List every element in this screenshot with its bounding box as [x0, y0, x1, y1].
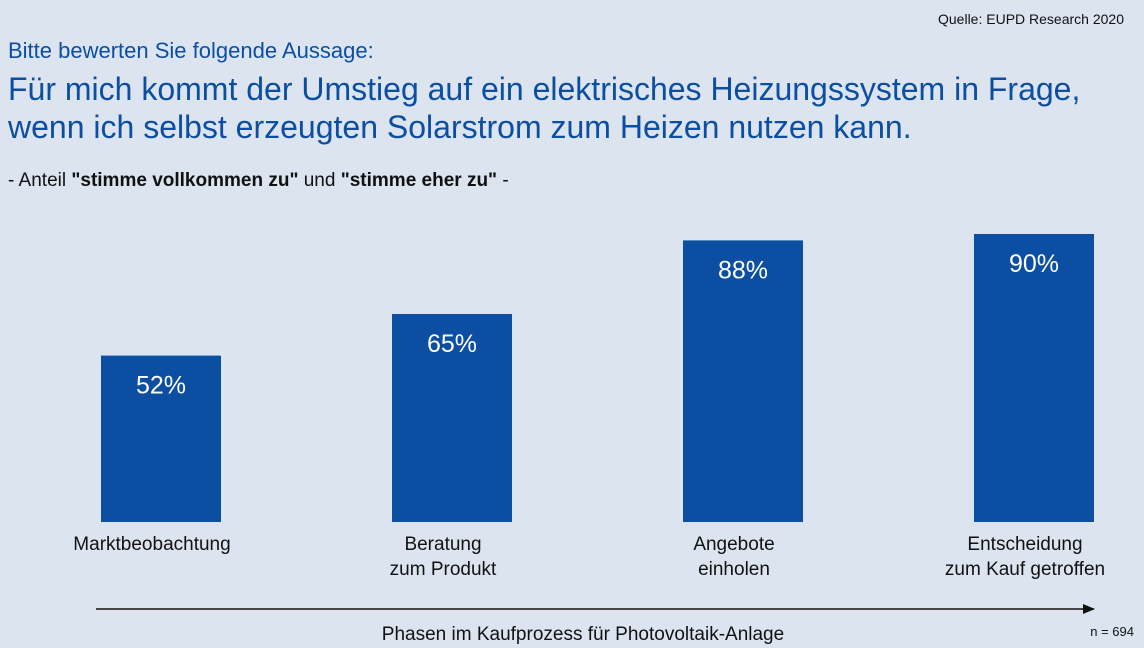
bar-3 — [683, 240, 803, 522]
bar-value-label-4: 90% — [1009, 250, 1059, 278]
note-bold-2: "stimme eher zu" — [340, 170, 498, 191]
x-axis-label: Phasen im Kaufprozess für Photovoltaik-A… — [382, 624, 784, 645]
category-label-3-line-2: einholen — [698, 559, 770, 580]
note-mid: und — [298, 170, 341, 191]
chart-title: Für mich kommt der Umstieg auf ein elekt… — [8, 71, 1081, 145]
bar-value-label-1: 52% — [136, 372, 186, 400]
category-label-3-line-1: Angebote — [693, 534, 774, 555]
category-label-4-line-2: zum Kauf getroffen — [945, 559, 1105, 580]
category-label-2-line-1: Beratung — [404, 534, 481, 555]
source-note: Quelle: EUPD Research 2020 — [938, 11, 1124, 27]
bar-2 — [392, 314, 512, 522]
category-label-1-line-1: Marktbeobachtung — [73, 534, 230, 555]
note-bold-1: "stimme vollkommen zu" — [71, 170, 299, 191]
subtitle-note: - Anteil "stimme vollkommen zu" und "sti… — [8, 170, 509, 192]
category-label-2-line-2: zum Produkt — [390, 559, 497, 580]
category-label-4-line-1: Entscheidung — [967, 534, 1082, 555]
bar-value-label-2: 65% — [427, 330, 477, 358]
question-intro: Bitte bewerten Sie folgende Aussage: — [8, 38, 374, 63]
sample-size: n = 694 — [1090, 624, 1134, 639]
bar-1 — [101, 355, 221, 522]
note-prefix: - Anteil — [8, 170, 72, 191]
bar-value-label-3: 88% — [718, 256, 768, 284]
bar-4 — [974, 234, 1094, 522]
note-suffix: - — [497, 170, 509, 191]
